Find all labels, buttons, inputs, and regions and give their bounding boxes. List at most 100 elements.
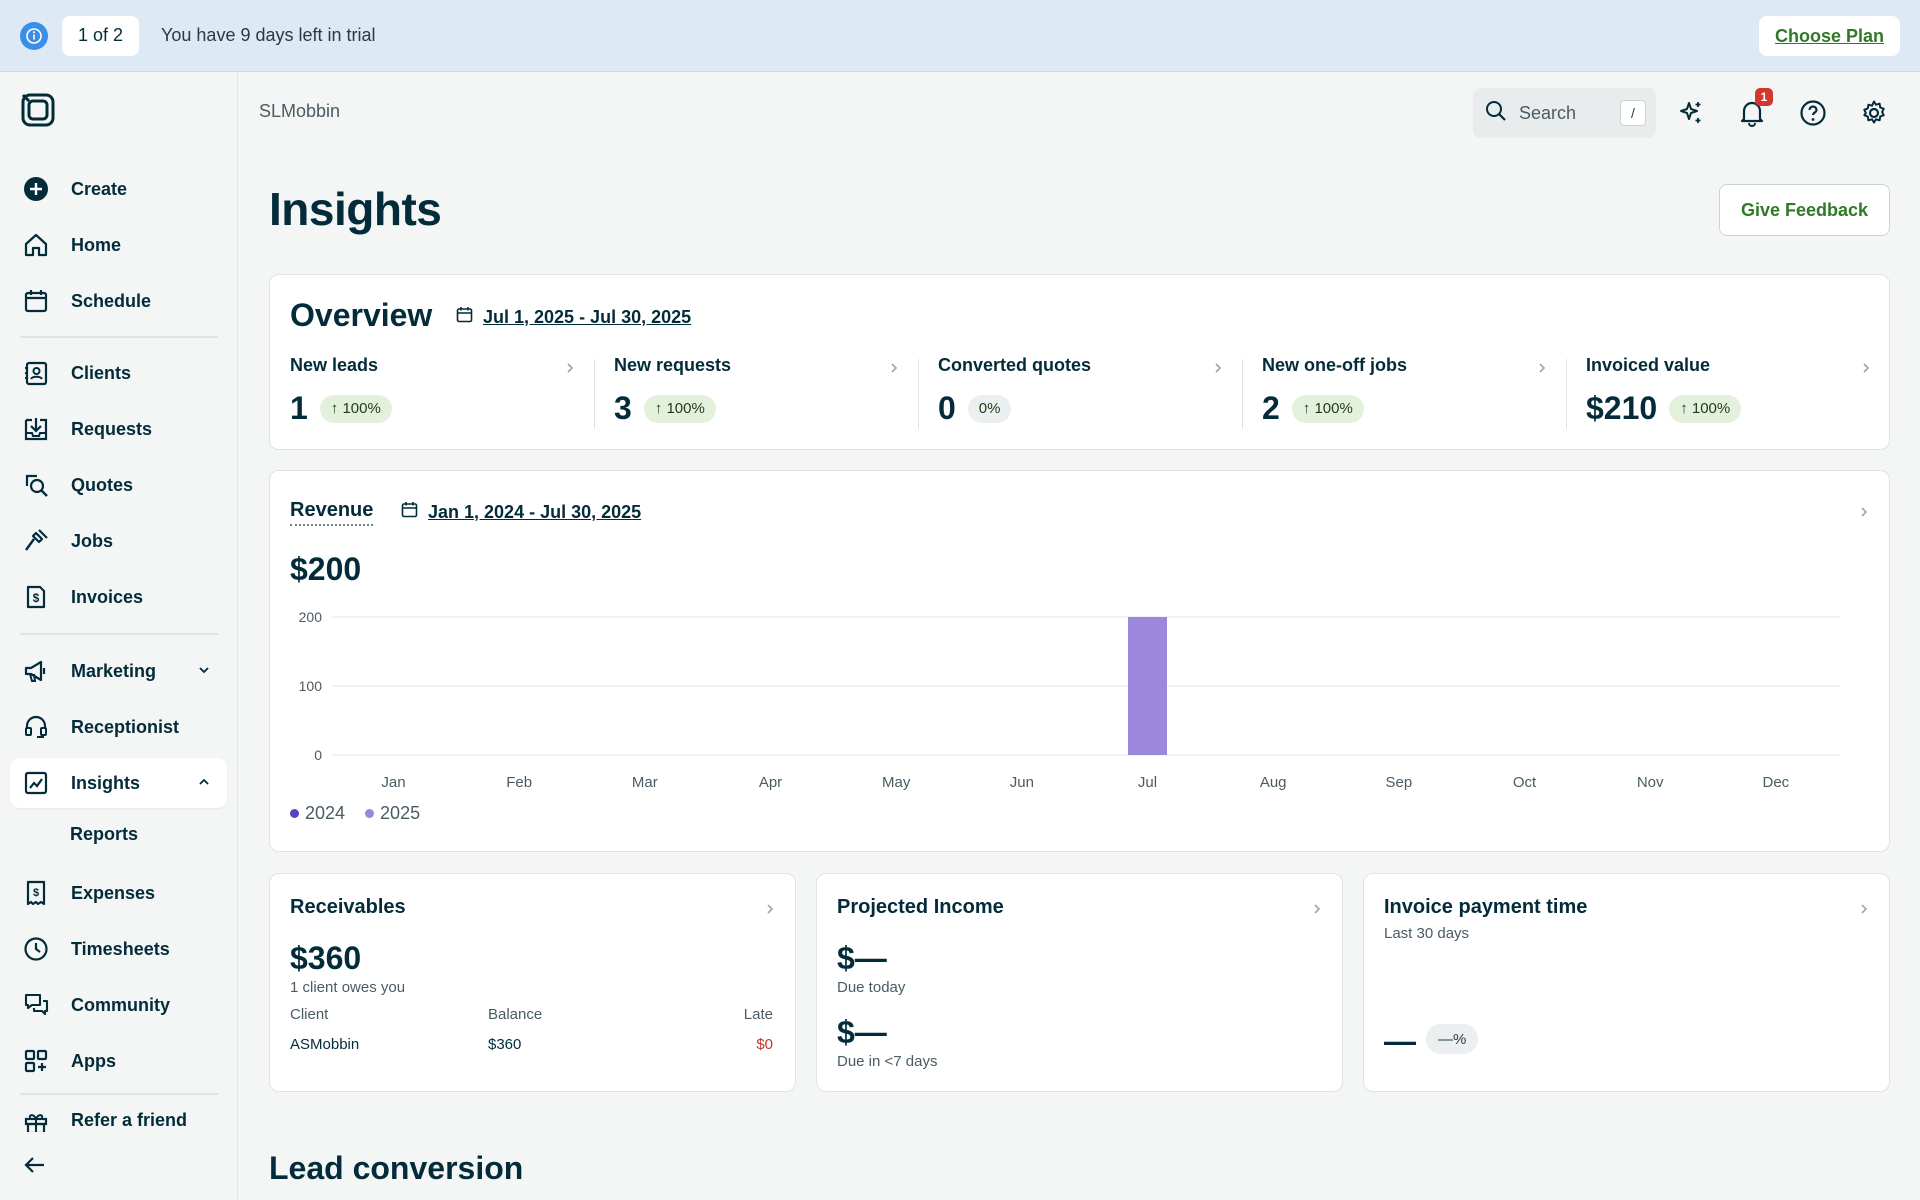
sidebar-item-label: Create [71,178,128,199]
sidebar-item-label: Home [71,234,122,255]
legend-label: 2024 [305,803,346,823]
chevron-right-icon [889,361,899,380]
legend-item-2025[interactable]: 2025 [365,803,420,824]
home-icon [22,231,50,259]
calendar-icon [456,306,473,328]
sidebar-item-label: Quotes [71,474,134,495]
metric-converted-quotes[interactable]: Converted quotes 0 0% [938,355,1243,435]
sidebar-divider [20,1093,218,1095]
lead-conversion-title: Lead conversion [269,1150,524,1186]
notifications-bell-icon[interactable]: 1 [1735,88,1773,130]
app-logo-icon[interactable] [20,92,56,128]
sidebar-subitem-reports[interactable]: Reports [70,823,139,844]
quote-search-icon [22,471,50,499]
legend-dot [365,809,375,818]
sidebar-item-label: Community [71,994,170,1015]
search-placeholder: Search [1519,102,1577,123]
calendar-icon [22,287,50,315]
sidebar-item-insights[interactable]: Insights [10,758,227,808]
sidebar-item-receptionist[interactable]: Receptionist [10,702,227,752]
projected-income-card[interactable]: Projected Income $— Due today $— Due in … [816,873,1343,1092]
x-tick-label: Apr [759,774,782,791]
x-tick-label: Sep [1385,774,1412,791]
svg-text:$: $ [33,887,39,899]
sidebar-item-clients[interactable]: Clients [10,348,227,398]
sidebar-item-create[interactable]: Create [10,164,227,214]
sidebar-item-apps[interactable]: Apps [10,1036,227,1086]
due-week-label: Due in <7 days [837,1053,938,1070]
revenue-card[interactable]: Revenue Jan 1, 2024 - Jul 30, 2025 $200 … [269,470,1890,852]
sidebar-divider [20,336,218,338]
banner-counter[interactable]: 1 of 2 [62,15,140,56]
metric-divider [1242,359,1243,429]
metric-new-leads[interactable]: New leads 1 ↑ 100% [290,355,595,435]
sidebar-item-label: Clients [71,362,132,383]
invoice-payment-time-card[interactable]: Invoice payment time Last 30 days — —% [1363,873,1890,1092]
sidebar-item-label: Requests [71,418,153,439]
sidebar-item-label: Jobs [71,530,114,551]
chevron-right-icon [565,361,575,380]
sidebar-item-label: Marketing [71,660,157,681]
chart-legend: 2024 2025 [290,803,440,824]
help-icon[interactable] [1796,96,1830,130]
receivables-subtitle: 1 client owes you [290,979,406,996]
due-week-value: $— [837,1014,887,1050]
sidebar-item-label: Expenses [71,882,156,903]
choose-plan-button[interactable]: Choose Plan [1758,16,1900,56]
collapse-sidebar-arrow-icon[interactable] [20,1150,50,1180]
metric-new-one-off-jobs[interactable]: New one-off jobs 2 ↑ 100% [1262,355,1567,435]
sidebar-item-refer-a-friend[interactable]: Refer a friend [10,1105,227,1135]
sidebar-item-schedule[interactable]: Schedule [10,276,227,326]
sidebar-item-home[interactable]: Home [10,220,227,270]
x-tick-label: Nov [1637,774,1664,791]
metric-value: 3 [614,390,632,426]
x-tick-label: Feb [506,774,532,791]
settings-gear-icon[interactable] [1857,96,1891,130]
receipt-dollar-icon: $ [22,879,50,907]
revenue-title[interactable]: Revenue [290,499,374,526]
sidebar-item-expenses[interactable]: $ Expenses [10,868,227,918]
search-input[interactable]: Search / [1473,88,1656,138]
sidebar-item-community[interactable]: Community [10,980,227,1030]
sidebar: Create Home Schedule Clients Requests Qu… [0,72,238,1200]
trial-banner: 1 of 2 You have 9 days left in trial Cho… [0,0,1920,72]
revenue-date-range[interactable]: Jan 1, 2024 - Jul 30, 2025 [401,501,641,523]
receivables-card[interactable]: Receivables $360 1 client owes you Clien… [269,873,796,1092]
x-tick-label: Oct [1513,774,1537,791]
metric-change-badge: ↑ 100% [1291,394,1364,423]
metric-label: Invoiced value [1586,355,1711,375]
y-tick-label: 200 [299,609,323,625]
sidebar-item-invoices[interactable]: $ Invoices [10,572,227,622]
bar-2025-Jul [1128,617,1167,755]
breadcrumb[interactable]: SLMobbin [259,101,341,121]
sidebar-item-requests[interactable]: Requests [10,404,227,454]
payment-time-value: — [1384,1023,1416,1059]
sidebar-item-jobs[interactable]: Jobs [10,516,227,566]
give-feedback-button[interactable]: Give Feedback [1719,184,1890,236]
revenue-total: $200 [290,551,362,587]
row-client-name[interactable]: ASMobbin [290,1036,360,1053]
x-tick-label: Jan [381,774,405,791]
chevron-right-icon [1859,505,1869,524]
metric-new-requests[interactable]: New requests 3 ↑ 100% [614,355,919,435]
clock-icon [22,935,50,963]
metric-invoiced-value[interactable]: Invoiced value $210 ↑ 100% [1586,355,1891,435]
overview-date-range[interactable]: Jul 1, 2025 - Jul 30, 2025 [456,306,691,328]
invoice-dollar-icon: $ [22,583,50,611]
row-late-amount: $0 [756,1036,773,1053]
plus-circle-icon [22,175,50,203]
sidebar-item-marketing[interactable]: Marketing [10,646,227,696]
payment-time-change-badge: —% [1426,1024,1479,1054]
legend-item-2024[interactable]: 2024 [290,803,345,824]
chevron-right-icon [1859,902,1869,921]
sidebar-item-quotes[interactable]: Quotes [10,460,227,510]
chevron-right-icon [1213,361,1223,380]
metric-value: 1 [290,390,308,426]
ai-sparkle-icon[interactable] [1674,96,1708,130]
sidebar-item-label: Receptionist [71,716,180,737]
headset-icon [22,713,50,741]
receivables-title: Receivables [290,896,406,918]
y-tick-label: 0 [314,747,322,763]
metric-label: New leads [290,355,379,375]
sidebar-item-timesheets[interactable]: Timesheets [10,924,227,974]
